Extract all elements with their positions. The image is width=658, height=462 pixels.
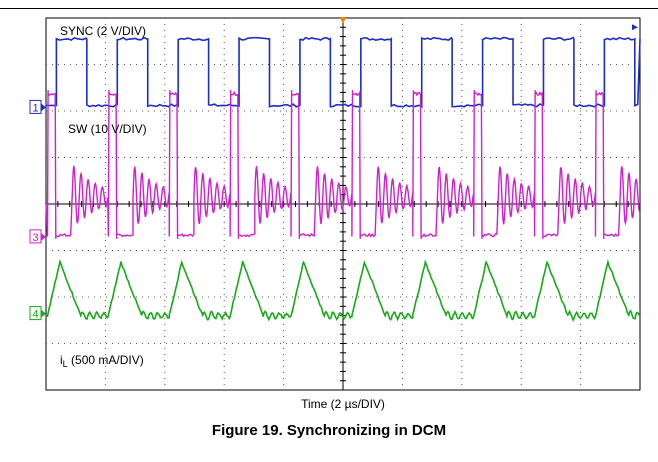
- channel-marker-3: 3: [29, 229, 46, 244]
- trace-label-main: i: [60, 353, 63, 367]
- trace-label-tail: (500 mA/DIV): [68, 353, 144, 367]
- oscilloscope-plot: 1 3 4 SYNC (2 V/DIV) SW (10 V/DIV) iL (500 mA…: [29, 17, 641, 411]
- series-line-sync: [45, 36, 641, 109]
- channel-marker-arrow: [41, 232, 46, 241]
- trigger-level-marker: [632, 24, 638, 31]
- channel-marker-4: 4: [29, 306, 46, 321]
- series-line-il: [45, 258, 640, 323]
- trace-label-0: SYNC (2 V/DIV): [60, 24, 146, 38]
- trace-label-subscript: L: [63, 359, 68, 369]
- series-line-sw: [45, 90, 641, 239]
- channel-marker-1: 1: [29, 99, 46, 114]
- channel-marker-number: 4: [32, 309, 38, 321]
- trace-label-1: SW (10 V/DIV): [68, 122, 147, 136]
- trace-label-main: SW (10 V/DIV): [68, 122, 147, 136]
- x-axis-label: Time (2 µs/DIV): [301, 397, 385, 411]
- channel-marker-arrow: [41, 309, 46, 318]
- trace-label-2: iL (500 mA/DIV): [60, 353, 144, 369]
- channel-marker-number: 3: [32, 232, 38, 244]
- top-rule: [0, 8, 658, 9]
- trigger-position-marker: [339, 17, 347, 23]
- figure-caption: Figure 19. Synchronizing in DCM: [211, 422, 447, 439]
- trace-label-main: SYNC (2 V/DIV): [60, 24, 146, 38]
- channel-marker-arrow: [41, 103, 46, 112]
- channel-marker-number: 1: [32, 102, 38, 114]
